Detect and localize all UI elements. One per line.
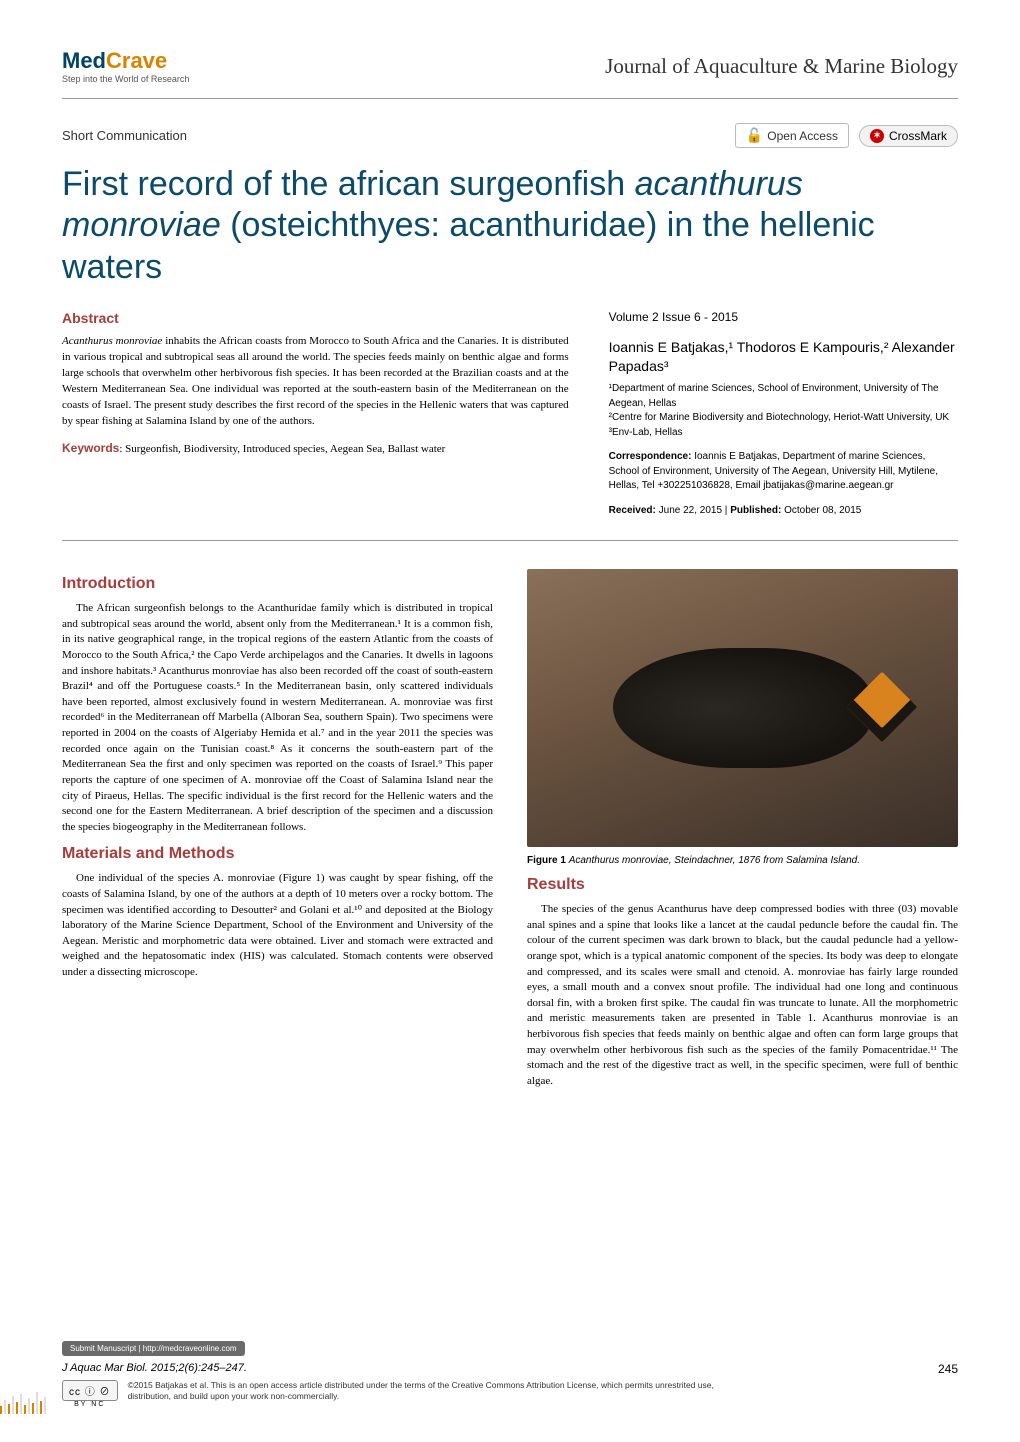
keywords-label: Keywords: [62, 441, 119, 455]
page-number: 245: [938, 1362, 958, 1376]
affil-3: ³Env-Lab, Hellas: [609, 426, 958, 441]
keywords-line: Keywords: Surgeonfish, Biodiversity, Int…: [62, 440, 569, 458]
left-column: Introduction The African surgeonfish bel…: [62, 565, 493, 1093]
logo-part-b: Crave: [106, 48, 167, 73]
article-meta-bar: Short Communication 🔓 Open Access ✶ Cros…: [62, 123, 958, 148]
header-bar: MedCrave Step into the World of Research…: [62, 48, 958, 99]
right-column: Figure 1 Acanthurus monroviae, Steindach…: [527, 565, 958, 1093]
figure-1-image: [527, 569, 958, 847]
crossmark-label: CrossMark: [889, 129, 947, 143]
results-text: The species of the genus Acanthurus have…: [527, 902, 958, 1089]
figure-1-caption: Figure 1 Acanthurus monroviae, Steindach…: [527, 855, 958, 866]
results-heading: Results: [527, 876, 958, 894]
abstract-block: Abstract Acanthurus monroviae Acanthurus…: [62, 310, 958, 541]
abstract-text: Acanthurus monroviae Acanthurus monrovia…: [62, 334, 569, 430]
volume-issue: Volume 2 Issue 6 - 2015: [609, 310, 958, 324]
logo-tagline: Step into the World of Research: [62, 74, 189, 84]
crossmark-icon: ✶: [870, 129, 884, 143]
keywords-values: : Surgeonfish, Biodiversity, Introduced …: [119, 443, 445, 455]
pub-dates: Received: June 22, 2015 | Published: Oct…: [609, 504, 958, 519]
cc-license-badge[interactable]: cc ⓘ ⊘ BY NC: [62, 1380, 118, 1408]
lock-open-icon: 🔓: [746, 127, 763, 144]
cc-license-text: ©2015 Batjakas et al. This is an open ac…: [128, 1380, 728, 1403]
crossmark-badge[interactable]: ✶ CrossMark: [859, 125, 958, 147]
affiliations: ¹Department of marine Sciences, School o…: [609, 382, 958, 440]
page-footer: Submit Manuscript | http://medcraveonlin…: [62, 1338, 958, 1408]
body-columns: Introduction The African surgeonfish bel…: [62, 565, 958, 1093]
materials-methods-heading: Materials and Methods: [62, 845, 493, 863]
publisher-logo[interactable]: MedCrave Step into the World of Research: [62, 48, 189, 84]
introduction-text: The African surgeonfish belongs to the A…: [62, 601, 493, 835]
correspondence: Correspondence: Ioannis E Batjakas, Depa…: [609, 450, 958, 494]
affil-1: ¹Department of marine Sciences, School o…: [609, 382, 958, 411]
abstract-heading: Abstract: [62, 310, 569, 326]
submit-manuscript-link[interactable]: Submit Manuscript | http://medcraveonlin…: [62, 1341, 245, 1356]
article-title: First record of the african surgeonfish …: [62, 164, 958, 288]
open-access-label: Open Access: [767, 129, 838, 143]
introduction-heading: Introduction: [62, 575, 493, 593]
article-type: Short Communication: [62, 128, 187, 143]
citation: J Aquac Mar Biol. 2015;2(6):245‒247.: [62, 1362, 924, 1374]
fish-illustration: [613, 648, 873, 768]
open-access-badge[interactable]: 🔓 Open Access: [735, 123, 849, 148]
materials-methods-text: One individual of the species A. monrovi…: [62, 871, 493, 980]
side-decoration: [0, 1390, 66, 1414]
logo-part-a: Med: [62, 48, 106, 73]
affil-2: ²Centre for Marine Biodiversity and Biot…: [609, 411, 958, 426]
journal-name: Journal of Aquaculture & Marine Biology: [605, 54, 958, 79]
author-list: Ioannis E Batjakas,¹ Thodoros E Kampouri…: [609, 338, 958, 376]
